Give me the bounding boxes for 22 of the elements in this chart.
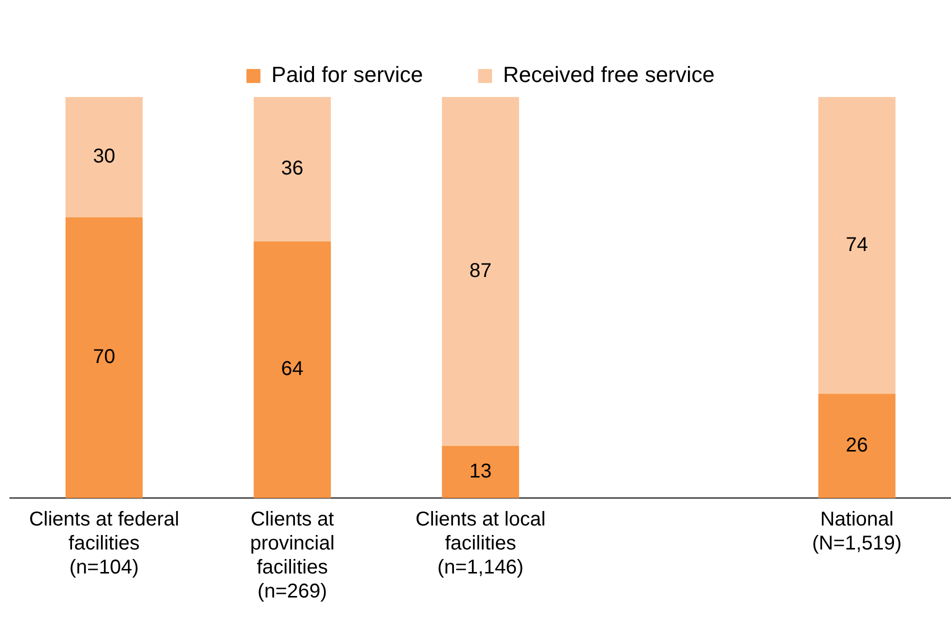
bar (254, 97, 331, 242)
bar (818, 394, 896, 498)
data-label: 30 (92, 146, 116, 168)
bar (66, 97, 143, 218)
data-label: 36 (281, 158, 304, 180)
legend-label: Received free service (503, 62, 715, 88)
bar (66, 217, 143, 498)
data-label: 26 (846, 434, 868, 456)
x-tick-label: National (N=1,519) (812, 508, 902, 555)
bar (818, 97, 896, 394)
x-tick-label: Clients at federal facilities (n=104) (29, 508, 180, 579)
bar (442, 446, 520, 498)
x-tick-label: Clients at local facilities (n=1,146) (415, 508, 546, 579)
bar (254, 241, 331, 498)
data-label: 70 (92, 346, 116, 368)
bar (442, 97, 520, 446)
x-tick-label: Clients at provincial facilities (n=269) (250, 508, 335, 603)
data-label: 74 (846, 234, 868, 256)
data-label: 13 (469, 460, 492, 482)
data-label: 64 (281, 358, 304, 380)
data-label: 87 (469, 260, 492, 282)
legend-label: Paid for service (271, 62, 424, 88)
